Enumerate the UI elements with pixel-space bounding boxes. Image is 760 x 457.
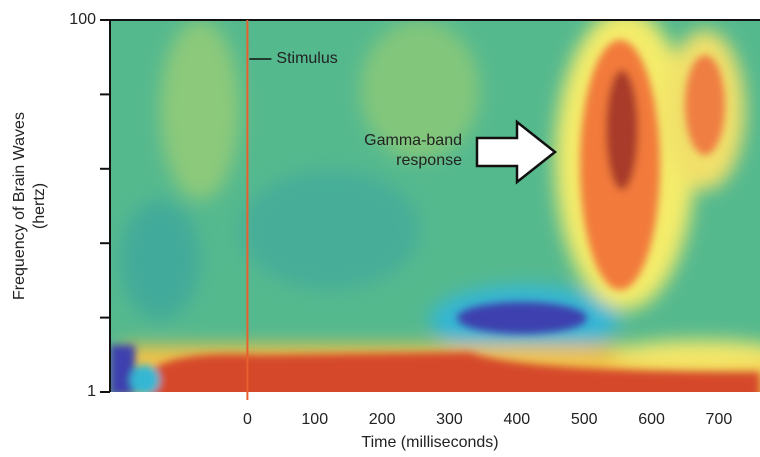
y-axis-label: (hertz) [31,183,48,229]
stimulus-label: Stimulus [276,50,337,67]
x-tick-label: 200 [369,411,396,428]
x-tick-label: 500 [571,411,598,428]
gamma-label: response [396,152,462,169]
y-axis-label: Frequency of Brain Waves [11,112,28,300]
y-tick-label: 1 [87,383,96,400]
x-tick-label: 400 [503,411,530,428]
gamma-label: Gamma-band [364,132,462,149]
x-tick-label: 600 [638,411,665,428]
y-tick-label: 100 [69,11,96,28]
x-tick-label: 100 [301,411,328,428]
x-axis-label: Time (milliseconds) [361,434,498,451]
axes: 1 100 0 100 200 300 400 500 600 700 Time (millisec… [11,11,760,451]
annotation-arrow [475,119,558,185]
x-tick-label: 700 [706,411,733,428]
heatmap [110,20,760,392]
x-tick-label: 0 [243,411,252,428]
x-tick-label: 300 [436,411,463,428]
